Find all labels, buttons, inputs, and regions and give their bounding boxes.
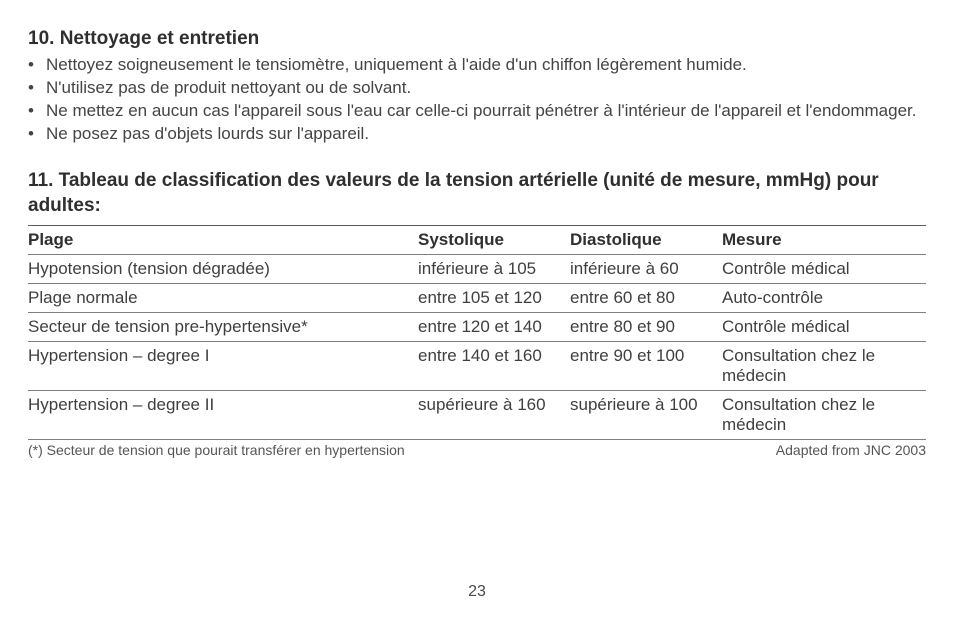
cell-mesure: Consultation chez le médecin [722,342,926,391]
cell-systolique: entre 120 et 140 [418,313,570,342]
col-header-systolique: Systolique [418,226,570,255]
heading-text: 11. Tableau de classification des valeur… [28,170,879,217]
list-item: Ne posez pas d'objets lourds sur l'appar… [28,123,926,146]
cell-mesure: Auto-contrôle [722,284,926,313]
list-item: N'utilisez pas de produit nettoyant ou d… [28,77,926,100]
list-item: Nettoyez soigneusement le tensiomètre, u… [28,54,926,77]
cell-systolique: supérieure à 160 [418,391,570,440]
cell-plage: Plage normale [28,284,418,313]
section-10-heading: 10. Nettoyage et entretien [28,28,926,50]
table-row: Hypertension – degree I entre 140 et 160… [28,342,926,391]
page-number: 23 [0,583,954,601]
bp-classification-table: Plage Systolique Diastolique Mesure Hypo… [28,225,926,440]
cell-systolique: inférieure à 105 [418,255,570,284]
cell-diastolique: inférieure à 60 [570,255,722,284]
cell-plage: Hypertension – degree II [28,391,418,440]
list-item-text: N'utilisez pas de produit nettoyant ou d… [46,78,411,97]
cell-diastolique: entre 90 et 100 [570,342,722,391]
col-header-mesure: Mesure [722,226,926,255]
list-item-text: Ne posez pas d'objets lourds sur l'appar… [46,124,369,143]
cell-mesure: Contrôle médical [722,255,926,284]
cell-mesure: Consultation chez le médecin [722,391,926,440]
cell-systolique: entre 105 et 120 [418,284,570,313]
cell-diastolique: supérieure à 100 [570,391,722,440]
list-item-text: Ne mettez en aucun cas l'appareil sous l… [46,101,916,120]
table-row: Hypotension (tension dégradée) inférieur… [28,255,926,284]
cell-diastolique: entre 80 et 90 [570,313,722,342]
section-10-bullet-list: Nettoyez soigneusement le tensiomètre, u… [28,54,926,146]
cell-plage: Hypertension – degree I [28,342,418,391]
cell-plage: Secteur de tension pre-hypertensive* [28,313,418,342]
table-header-row: Plage Systolique Diastolique Mesure [28,226,926,255]
table-row: Secteur de tension pre-hypertensive* ent… [28,313,926,342]
footnote-right: Adapted from JNC 2003 [776,442,926,458]
footnote-left: (*) Secteur de tension que pourait trans… [28,442,405,458]
cell-systolique: entre 140 et 160 [418,342,570,391]
list-item: Ne mettez en aucun cas l'appareil sous l… [28,100,926,123]
document-page: 10. Nettoyage et entretien Nettoyez soig… [0,0,954,619]
section-11-heading: 11. Tableau de classification des valeur… [28,168,926,219]
col-header-plage: Plage [28,226,418,255]
cell-plage: Hypotension (tension dégradée) [28,255,418,284]
cell-mesure: Contrôle médical [722,313,926,342]
table-row: Hypertension – degree II supérieure à 16… [28,391,926,440]
table-row: Plage normale entre 105 et 120 entre 60 … [28,284,926,313]
list-item-text: Nettoyez soigneusement le tensiomètre, u… [46,55,747,74]
cell-diastolique: entre 60 et 80 [570,284,722,313]
col-header-diastolique: Diastolique [570,226,722,255]
table-footnotes: (*) Secteur de tension que pourait trans… [28,442,926,458]
